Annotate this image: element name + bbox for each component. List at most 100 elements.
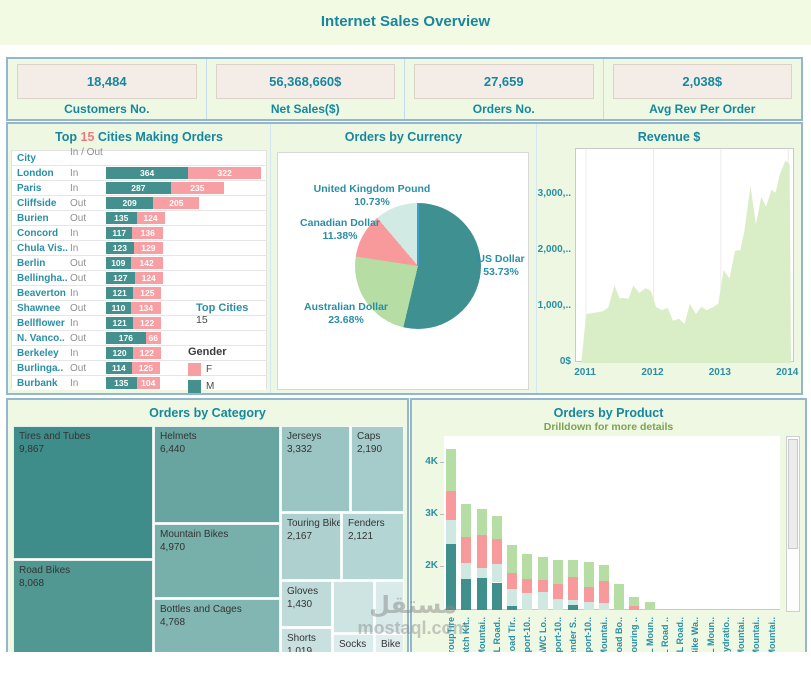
- male-bar-segment[interactable]: 209: [106, 197, 154, 209]
- female-bar-segment[interactable]: 125: [131, 362, 160, 374]
- product-bar-segment[interactable]: [568, 604, 579, 610]
- product-scrollbar[interactable]: [786, 436, 800, 612]
- product-bar-segment[interactable]: [552, 559, 563, 584]
- male-bar-segment[interactable]: 364: [106, 167, 189, 179]
- treemap-tile[interactable]: Road Bikes 8,068: [13, 560, 153, 652]
- treemap-tile[interactable]: Gloves 1,430: [281, 581, 332, 627]
- female-bar-segment[interactable]: 142: [130, 257, 163, 269]
- female-bar-segment[interactable]: 122: [133, 317, 161, 329]
- male-bar-segment[interactable]: 114: [106, 362, 132, 374]
- product-bar-segment[interactable]: [476, 534, 487, 568]
- treemap-tile[interactable]: Fenders 2,121: [342, 513, 404, 580]
- table-row[interactable]: Paris In 287 235: [12, 180, 266, 195]
- product-bar-segment[interactable]: [507, 572, 518, 590]
- table-row[interactable]: Burlinga.. Out 114 125: [12, 360, 266, 375]
- product-bar-segment[interactable]: [644, 602, 655, 610]
- product-bar-segment[interactable]: [461, 563, 472, 580]
- male-bar-segment[interactable]: 287: [106, 182, 171, 194]
- female-bar-segment[interactable]: 129: [133, 242, 163, 254]
- table-row[interactable]: London In 364 322: [12, 165, 266, 180]
- table-row[interactable]: Burbank In 135 104: [12, 375, 266, 390]
- product-bar-segment[interactable]: [446, 490, 456, 520]
- male-bar-segment[interactable]: 127: [106, 272, 135, 284]
- male-bar-segment[interactable]: 123: [106, 242, 134, 254]
- product-bar-segment[interactable]: [568, 577, 579, 600]
- product-bar-segment[interactable]: [629, 606, 640, 610]
- product-bar-segment[interactable]: [461, 503, 472, 538]
- male-bar-segment[interactable]: 120: [106, 347, 134, 359]
- product-bar-segment[interactable]: [583, 561, 594, 587]
- product-bar-segment[interactable]: [491, 582, 502, 610]
- male-bar-segment[interactable]: 135: [106, 377, 137, 389]
- treemap-tile[interactable]: Touring Bikes 2,167: [281, 513, 341, 580]
- product-scrollbar-thumb[interactable]: [788, 439, 798, 549]
- table-row[interactable]: Chula Vis.. In 123 129: [12, 240, 266, 255]
- table-row[interactable]: Concord In 117 136: [12, 225, 266, 240]
- product-bar-segment[interactable]: [522, 592, 533, 610]
- treemap-tile[interactable]: Helmets 6,440: [154, 426, 280, 523]
- product-bar-segment[interactable]: [476, 578, 487, 610]
- table-row[interactable]: Beaverton In 121 125: [12, 285, 266, 300]
- male-bar-segment[interactable]: 121: [106, 317, 134, 329]
- female-bar-segment[interactable]: 205: [153, 197, 200, 209]
- product-bar-segment[interactable]: [476, 567, 487, 579]
- product-bar-segment[interactable]: [552, 584, 563, 599]
- female-bar-segment[interactable]: 122: [133, 347, 161, 359]
- product-bar-segment[interactable]: [507, 606, 518, 610]
- male-bar-segment[interactable]: 109: [106, 257, 131, 269]
- treemap-tile[interactable]: Jerseys 3,332: [281, 426, 350, 512]
- male-bar-segment[interactable]: 135: [106, 212, 137, 224]
- product-bar-segment[interactable]: [522, 553, 533, 579]
- table-row[interactable]: Berlin Out 109 142: [12, 255, 266, 270]
- product-bar-segment[interactable]: [491, 516, 502, 539]
- product-bar-segment[interactable]: [461, 579, 472, 610]
- product-bar-segment[interactable]: [537, 591, 548, 610]
- product-bar-segment[interactable]: [522, 578, 533, 593]
- female-bar-segment[interactable]: 124: [134, 272, 163, 284]
- treemap-tile[interactable]: Caps 2,190: [351, 426, 404, 512]
- table-row[interactable]: Berkeley In 120 122: [12, 345, 266, 360]
- gender-legend-item[interactable]: F: [188, 361, 227, 378]
- male-bar-segment[interactable]: 176: [106, 332, 146, 344]
- product-bar-segment[interactable]: [614, 584, 624, 610]
- product-bar-segment[interactable]: [507, 589, 518, 607]
- treemap-tile[interactable]: Tires and Tubes 9,867: [13, 426, 153, 559]
- table-row[interactable]: Bellingha.. Out 127 124: [12, 270, 266, 285]
- product-bar-segment[interactable]: [583, 586, 594, 603]
- product-bar-segment[interactable]: [491, 538, 502, 564]
- female-bar-segment[interactable]: 136: [132, 227, 164, 239]
- product-bar-segment[interactable]: [537, 580, 548, 592]
- product-bar-segment[interactable]: [461, 537, 472, 564]
- product-bar-segment[interactable]: [568, 559, 579, 578]
- table-row[interactable]: Cliffside Out 209 205: [12, 195, 266, 210]
- female-bar-segment[interactable]: 235: [170, 182, 224, 194]
- treemap-tile[interactable]: Socks: [333, 634, 374, 652]
- male-bar-segment[interactable]: 110: [106, 302, 131, 314]
- product-bar-segment[interactable]: [446, 449, 456, 491]
- treemap-tile[interactable]: Bike: [375, 634, 404, 652]
- male-bar-segment[interactable]: 121: [106, 287, 134, 299]
- table-row[interactable]: Burien Out 135 124: [12, 210, 266, 225]
- product-bar-segment[interactable]: [446, 519, 456, 544]
- gender-legend-item[interactable]: M: [188, 378, 227, 395]
- product-bar-segment[interactable]: [491, 563, 502, 583]
- treemap-tile[interactable]: Bottles and Cages 4,768: [154, 599, 280, 652]
- treemap-tile[interactable]: [333, 581, 374, 633]
- table-row[interactable]: N. Vanco.. Out 176 66: [12, 330, 266, 345]
- female-bar-segment[interactable]: 134: [130, 302, 162, 314]
- product-bar-segment[interactable]: [583, 602, 594, 610]
- treemap-tile[interactable]: [375, 581, 404, 633]
- product-bar-segment[interactable]: [598, 564, 609, 582]
- product-bar-segment[interactable]: [568, 599, 579, 605]
- treemap-tile[interactable]: Mountain Bikes 4,970: [154, 524, 280, 598]
- product-bar-segment[interactable]: [537, 556, 548, 581]
- product-bar-segment[interactable]: [598, 603, 609, 610]
- male-bar-segment[interactable]: 117: [106, 227, 133, 239]
- female-bar-segment[interactable]: 125: [133, 287, 162, 299]
- product-bar-segment[interactable]: [446, 544, 456, 610]
- female-bar-segment[interactable]: 124: [136, 212, 165, 224]
- table-row[interactable]: Shawnee Out 110 134: [12, 300, 266, 315]
- product-bar-segment[interactable]: [552, 598, 563, 610]
- table-row[interactable]: Bellflower In 121 122: [12, 315, 266, 330]
- female-bar-segment[interactable]: 104: [136, 377, 160, 389]
